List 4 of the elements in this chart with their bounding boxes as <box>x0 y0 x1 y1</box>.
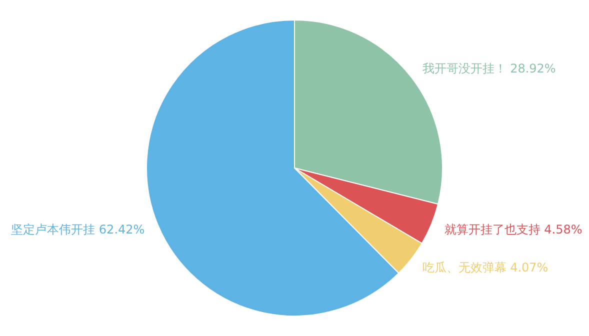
slice-label: 吃瓜、无效弹幕 4.07% <box>422 260 548 275</box>
slice-label: 就算开挂了也支持 4.58% <box>444 222 582 237</box>
slice-label: 我开哥没开挂！ 28.92% <box>422 61 556 76</box>
slice-label: 坚定卢本伟开挂 62.42% <box>11 222 145 237</box>
